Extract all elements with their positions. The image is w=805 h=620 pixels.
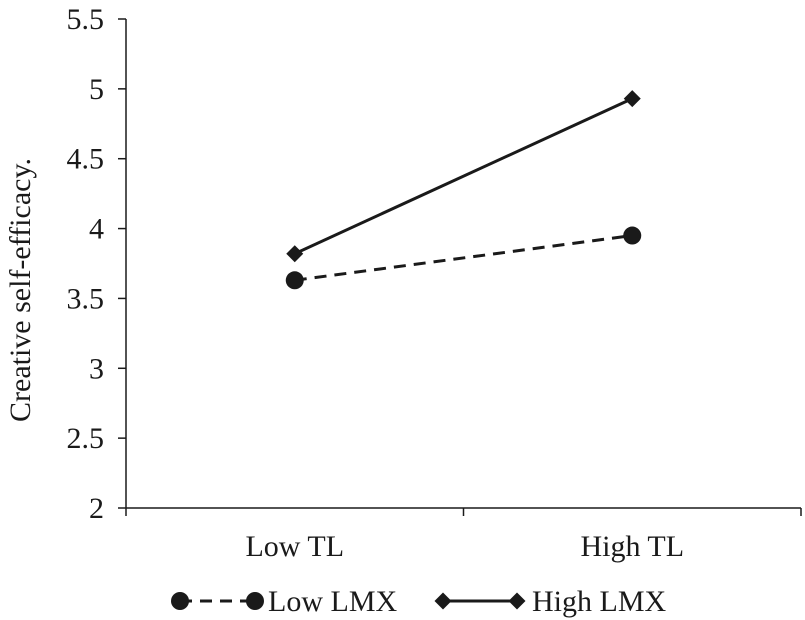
data-point-high-lmx	[286, 245, 304, 263]
x-ticks: Low TL High TL	[125, 508, 802, 563]
data-point-high-lmx	[623, 90, 641, 108]
legend-marker-high-lmx	[508, 592, 526, 610]
y-tick-label: 3	[89, 352, 104, 385]
y-tick-label: 2	[89, 492, 104, 525]
y-tick-label: 3.5	[67, 282, 105, 315]
y-ticks: 2 2.5 3 3.5 4 4.5 5 5.5	[67, 3, 126, 525]
legend-marker-high-lmx	[434, 592, 452, 610]
series-line-low-lmx	[294, 234, 633, 282]
y-tick-label: 5	[89, 73, 104, 106]
legend-marker-low-lmx	[246, 592, 264, 610]
y-tick-label: 4	[89, 213, 104, 246]
y-tick-label: 5.5	[67, 3, 105, 36]
legend-label-low-lmx: Low LMX	[268, 585, 397, 618]
y-axis-title: Creative self-efficacy.	[4, 158, 37, 422]
series-line-high-lmx	[294, 97, 633, 256]
series-layer	[285, 90, 642, 290]
legend-label-high-lmx: High LMX	[532, 585, 667, 618]
y-tick-label: 2.5	[67, 422, 105, 455]
x-tick-label: Low TL	[245, 530, 344, 563]
data-point-low-lmx	[285, 271, 304, 290]
x-tick-label: High TL	[580, 530, 684, 563]
y-tick-label: 4.5	[67, 143, 105, 176]
legend: Low LMX High LMX	[171, 585, 667, 618]
legend-marker-low-lmx	[171, 592, 189, 610]
data-point-low-lmx	[623, 226, 642, 245]
